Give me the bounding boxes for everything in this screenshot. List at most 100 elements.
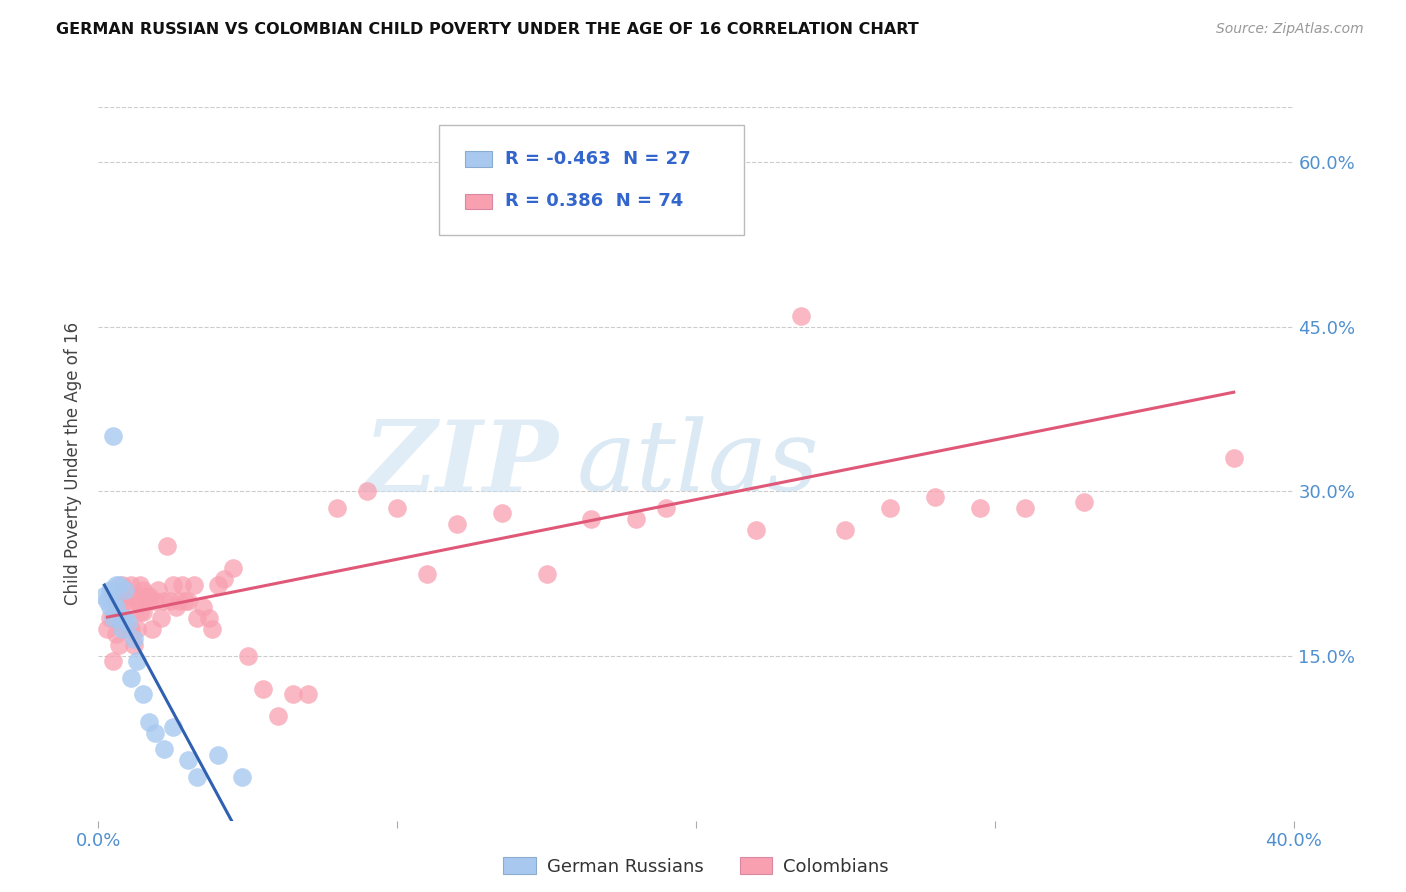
Point [924, 490, 946, 504]
Point [281, 687, 304, 701]
Point [111, 622, 134, 636]
Point [132, 605, 155, 619]
Point [108, 610, 131, 624]
Point [297, 687, 319, 701]
Point [714, 187, 737, 202]
Point [201, 622, 224, 636]
Point [212, 572, 235, 586]
Point [141, 622, 163, 636]
Point [120, 622, 142, 636]
Point [108, 577, 131, 591]
Point [252, 681, 274, 696]
Point [135, 594, 157, 608]
Point [111, 577, 134, 591]
Point [267, 709, 290, 723]
Point [165, 599, 187, 614]
Point [117, 594, 139, 608]
Point [236, 648, 259, 663]
Point [143, 726, 166, 740]
Point [114, 583, 136, 598]
Point [117, 615, 139, 630]
Point [789, 309, 811, 323]
Point [1014, 500, 1036, 515]
Point [129, 577, 152, 591]
Point [1073, 495, 1095, 509]
Point [135, 589, 157, 603]
Point [326, 500, 349, 515]
Point [105, 594, 128, 608]
Point [143, 594, 166, 608]
Point [124, 589, 146, 603]
Point [162, 720, 184, 734]
Legend: German Russians, Colombians: German Russians, Colombians [496, 850, 896, 883]
Point [1223, 451, 1246, 466]
Point [626, 512, 648, 526]
Point [167, 594, 190, 608]
Point [124, 638, 146, 652]
Point [207, 747, 229, 762]
Point [132, 583, 155, 598]
Point [103, 594, 125, 608]
Point [172, 577, 194, 591]
Point [132, 687, 155, 701]
Point [177, 753, 200, 767]
Point [138, 589, 160, 603]
Point [100, 610, 122, 624]
Point [138, 594, 160, 608]
Point [159, 594, 181, 608]
Text: R = 0.386  N = 74: R = 0.386 N = 74 [505, 193, 683, 211]
Point [138, 714, 160, 729]
Text: ZIP: ZIP [364, 416, 558, 512]
Text: Source: ZipAtlas.com: Source: ZipAtlas.com [1216, 22, 1364, 37]
Point [124, 632, 146, 647]
Point [93, 589, 115, 603]
Point [186, 610, 208, 624]
Point [153, 742, 176, 756]
Point [127, 622, 149, 636]
Point [114, 622, 136, 636]
Point [156, 539, 179, 553]
Point [191, 599, 214, 614]
Point [148, 583, 170, 598]
Point [103, 610, 125, 624]
Point [745, 523, 768, 537]
Point [207, 577, 229, 591]
Y-axis label: Child Poverty Under the Age of 16: Child Poverty Under the Age of 16 [65, 322, 83, 606]
Point [536, 566, 558, 581]
Point [581, 512, 603, 526]
Point [186, 770, 208, 784]
Point [446, 517, 468, 532]
Point [114, 594, 136, 608]
Point [150, 610, 173, 624]
Point [96, 622, 118, 636]
Text: GERMAN RUSSIAN VS COLOMBIAN CHILD POVERTY UNDER THE AGE OF 16 CORRELATION CHART: GERMAN RUSSIAN VS COLOMBIAN CHILD POVERT… [56, 22, 920, 37]
Point [96, 594, 118, 608]
FancyBboxPatch shape [465, 194, 492, 210]
Point [120, 577, 142, 591]
Point [162, 577, 184, 591]
Point [655, 500, 678, 515]
Point [127, 594, 149, 608]
Point [177, 594, 200, 608]
Text: atlas: atlas [576, 417, 820, 511]
Point [879, 500, 901, 515]
Point [114, 610, 136, 624]
Point [153, 594, 176, 608]
Point [174, 594, 197, 608]
Point [108, 594, 131, 608]
Point [100, 583, 122, 598]
Point [969, 500, 991, 515]
Text: R = -0.463  N = 27: R = -0.463 N = 27 [505, 150, 690, 168]
Point [685, 199, 707, 213]
Point [231, 770, 253, 784]
Point [127, 655, 149, 669]
Point [103, 655, 125, 669]
Point [183, 577, 205, 591]
FancyBboxPatch shape [465, 151, 492, 167]
Point [117, 622, 139, 636]
Point [356, 484, 378, 499]
Point [491, 506, 513, 520]
Point [385, 500, 409, 515]
Point [416, 566, 439, 581]
Point [103, 429, 125, 443]
